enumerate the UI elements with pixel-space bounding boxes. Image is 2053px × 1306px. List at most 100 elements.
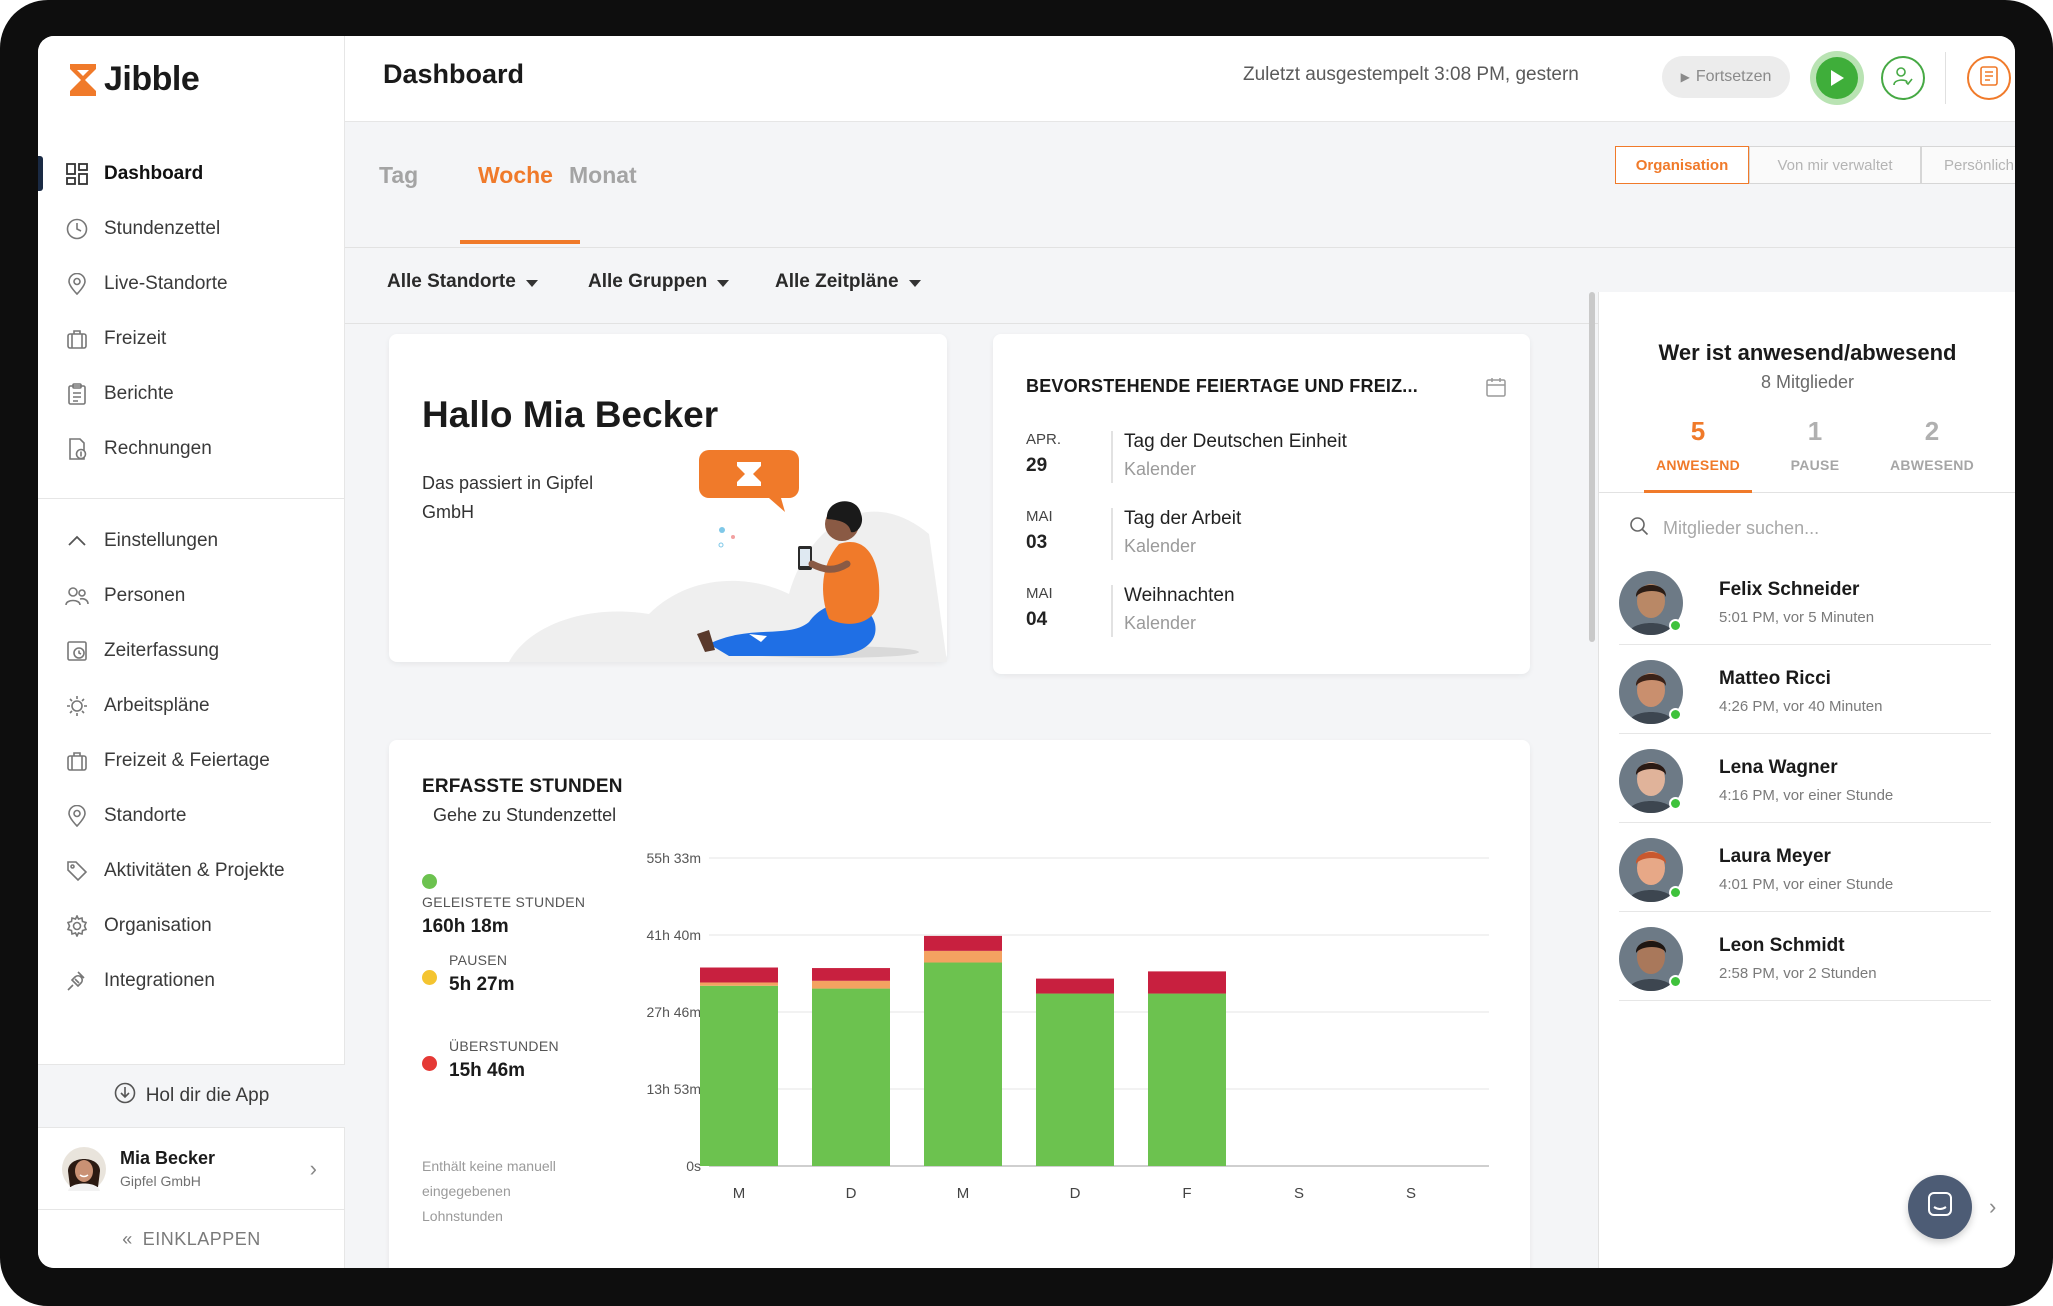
tab-monat[interactable]: Monat [569,162,637,188]
sidebar-item-freizeit-feiertage[interactable]: Freizeit & Feiertage [38,733,345,788]
tab-count: 1 [1807,416,1823,446]
last-clock-out-status: Zuletzt ausgestempelt 3:08 PM, gestern [1243,64,1579,85]
holiday-item[interactable]: APR. 29 Tag der Deutschen Einheit Kalend… [1026,431,1526,491]
online-status-indicator [1669,886,1682,899]
sidebar-item-arbeitsplaene[interactable]: Arbeitspläne [38,678,345,733]
play-small-icon: ▶ [1680,70,1690,84]
avatar [1619,927,1683,991]
bar-segment[interactable] [700,985,778,1166]
legend-label: ÜBERSTUNDEN [449,1038,559,1054]
scope-managed-button[interactable]: Von mir verwaltet [1749,146,1921,184]
sidebar-item-stundenzettel[interactable]: Stundenzettel [38,201,345,256]
holiday-category: Kalender [1124,459,1197,479]
holiday-item[interactable]: MAI 03 Tag der Arbeit Kalender [1026,508,1526,568]
plug-icon [64,968,90,994]
y-tick-label: 0s [686,1158,701,1174]
legend-dot [422,874,437,889]
legend-label: PAUSEN [449,952,508,968]
logo[interactable]: Jibble [68,60,200,99]
chevron-right-icon[interactable]: › [1989,1194,1997,1219]
sidebar-item-organisation[interactable]: Organisation [38,898,345,953]
member-name: Matteo Ricci [1719,668,1831,689]
filter-groups-dropdown[interactable]: Alle Gruppen [588,271,730,293]
bar-segment[interactable] [700,982,778,986]
timesheet-book-button[interactable] [1967,56,2011,100]
tab-tag[interactable]: Tag [379,162,419,188]
scope-organisation-button[interactable]: Organisation [1615,146,1749,184]
member-clock-in-time: 5:01 PM, vor 5 Minuten [1719,609,1875,626]
main-scrollbar[interactable] [1589,292,1595,642]
bar-segment[interactable] [1148,993,1226,1166]
avatar [1619,660,1683,724]
bar-segment[interactable] [812,988,890,1166]
member-clock-in-time: 4:01 PM, vor einer Stunde [1719,876,1894,893]
online-status-indicator [1669,708,1682,721]
sidebar-item-personen[interactable]: Personen [38,568,345,623]
x-tick-label: S [1294,1185,1304,1202]
topbar-divider [1945,52,1946,104]
bar-segment[interactable] [700,967,778,983]
bar-segment[interactable] [812,980,890,989]
sidebar-item-freizeit[interactable]: Freizeit [38,311,345,366]
chart-note: Enthält keine manuell eingegebenen Lohns… [422,1158,556,1224]
sidebar-item-einstellungen[interactable]: Einstellungen [38,513,345,568]
page-title: Dashboard [383,59,525,89]
legend-dot [422,970,437,985]
resume-button[interactable]: ▶ Fortsetzen [1662,56,1790,98]
chevron-down-icon [908,279,921,287]
x-tick-label: S [1406,1185,1416,1202]
member-row[interactable]: Matteo Ricci 4:26 PM, vor 40 Minuten [1619,646,1991,734]
holiday-name: Tag der Arbeit [1124,508,1242,529]
bar-segment[interactable] [1036,993,1114,1166]
filter-locations-dropdown[interactable]: Alle Standorte [387,271,538,293]
member-clock-in-time: 2:58 PM, vor 2 Stunden [1719,965,1877,982]
bar-segment[interactable] [1036,978,1114,994]
search-icon [1629,516,1649,541]
chat-support-button[interactable] [1908,1175,1972,1239]
sidebar-item-integrationen[interactable]: Integrationen [38,953,345,1008]
calendar-icon[interactable] [1485,376,1507,403]
sidebar-item-label: Arbeitspläne [104,694,210,716]
scope-personal-button[interactable]: Persönlich [1921,146,2015,184]
member-row[interactable]: Laura Meyer 4:01 PM, vor einer Stunde [1619,824,1991,912]
tab-absent[interactable]: 2 ABWESEND [1872,416,1992,473]
tab-woche[interactable]: Woche [478,162,553,188]
jibble-logo-icon [68,62,98,98]
collapse-sidebar-button[interactable]: « EINKLAPPEN [38,1210,345,1268]
clock-in-person-button[interactable] [1881,56,1925,100]
get-app-button[interactable]: Hol dir die App [38,1064,345,1128]
timesheet-link[interactable]: Gehe zu Stundenzettel [433,805,617,825]
member-row[interactable]: Leon Schmidt 2:58 PM, vor 2 Stunden [1619,913,1991,1001]
bar-segment[interactable] [812,968,890,981]
clock-in-button[interactable] [1810,51,1864,105]
bar-segment[interactable] [1148,971,1226,994]
sidebar-item-standorte[interactable]: Standorte [38,788,345,843]
y-tick-label: 27h 46m [647,1004,701,1020]
member-row[interactable]: Lena Wagner 4:16 PM, vor einer Stunde [1619,735,1991,823]
bar-segment[interactable] [924,935,1002,951]
tab-count: 5 [1690,416,1706,446]
sidebar-item-berichte[interactable]: Berichte [38,366,345,421]
sidebar-nav: Dashboard Stundenzettel Live-Standorte [38,146,345,1008]
member-search-input[interactable]: Mitglieder suchen... [1629,508,1989,548]
sidebar-item-zeiterfassung[interactable]: Zeiterfassung [38,623,345,678]
sidebar-item-aktivitaeten[interactable]: Aktivitäten & Projekte [38,843,345,898]
sidebar-item-live-standorte[interactable]: Live-Standorte [38,256,345,311]
tab-break[interactable]: 1 PAUSE [1755,416,1875,473]
tag-icon [64,858,90,884]
holiday-name: Tag der Deutschen Einheit [1124,431,1347,452]
schedule-icon [64,693,90,719]
filter-schedules-dropdown[interactable]: Alle Zeitpläne [775,271,921,293]
holiday-divider [1111,585,1113,637]
member-row[interactable]: Felix Schneider 5:01 PM, vor 5 Minuten [1619,557,1991,645]
tab-present[interactable]: 5 ANWESEND [1638,416,1758,473]
bar-segment[interactable] [924,962,1002,1166]
user-profile[interactable]: Mia Becker Gipfel GmbH › [38,1128,345,1210]
bar-segment[interactable] [924,950,1002,963]
x-tick-label: F [1182,1185,1191,1202]
sidebar-item-dashboard[interactable]: Dashboard [38,146,345,201]
member-name: Lena Wagner [1719,757,1838,778]
sidebar-item-rechnungen[interactable]: Rechnungen [38,421,345,476]
member-name: Felix Schneider [1719,579,1860,600]
holiday-item[interactable]: MAI 04 Weihnachten Kalender [1026,585,1526,645]
